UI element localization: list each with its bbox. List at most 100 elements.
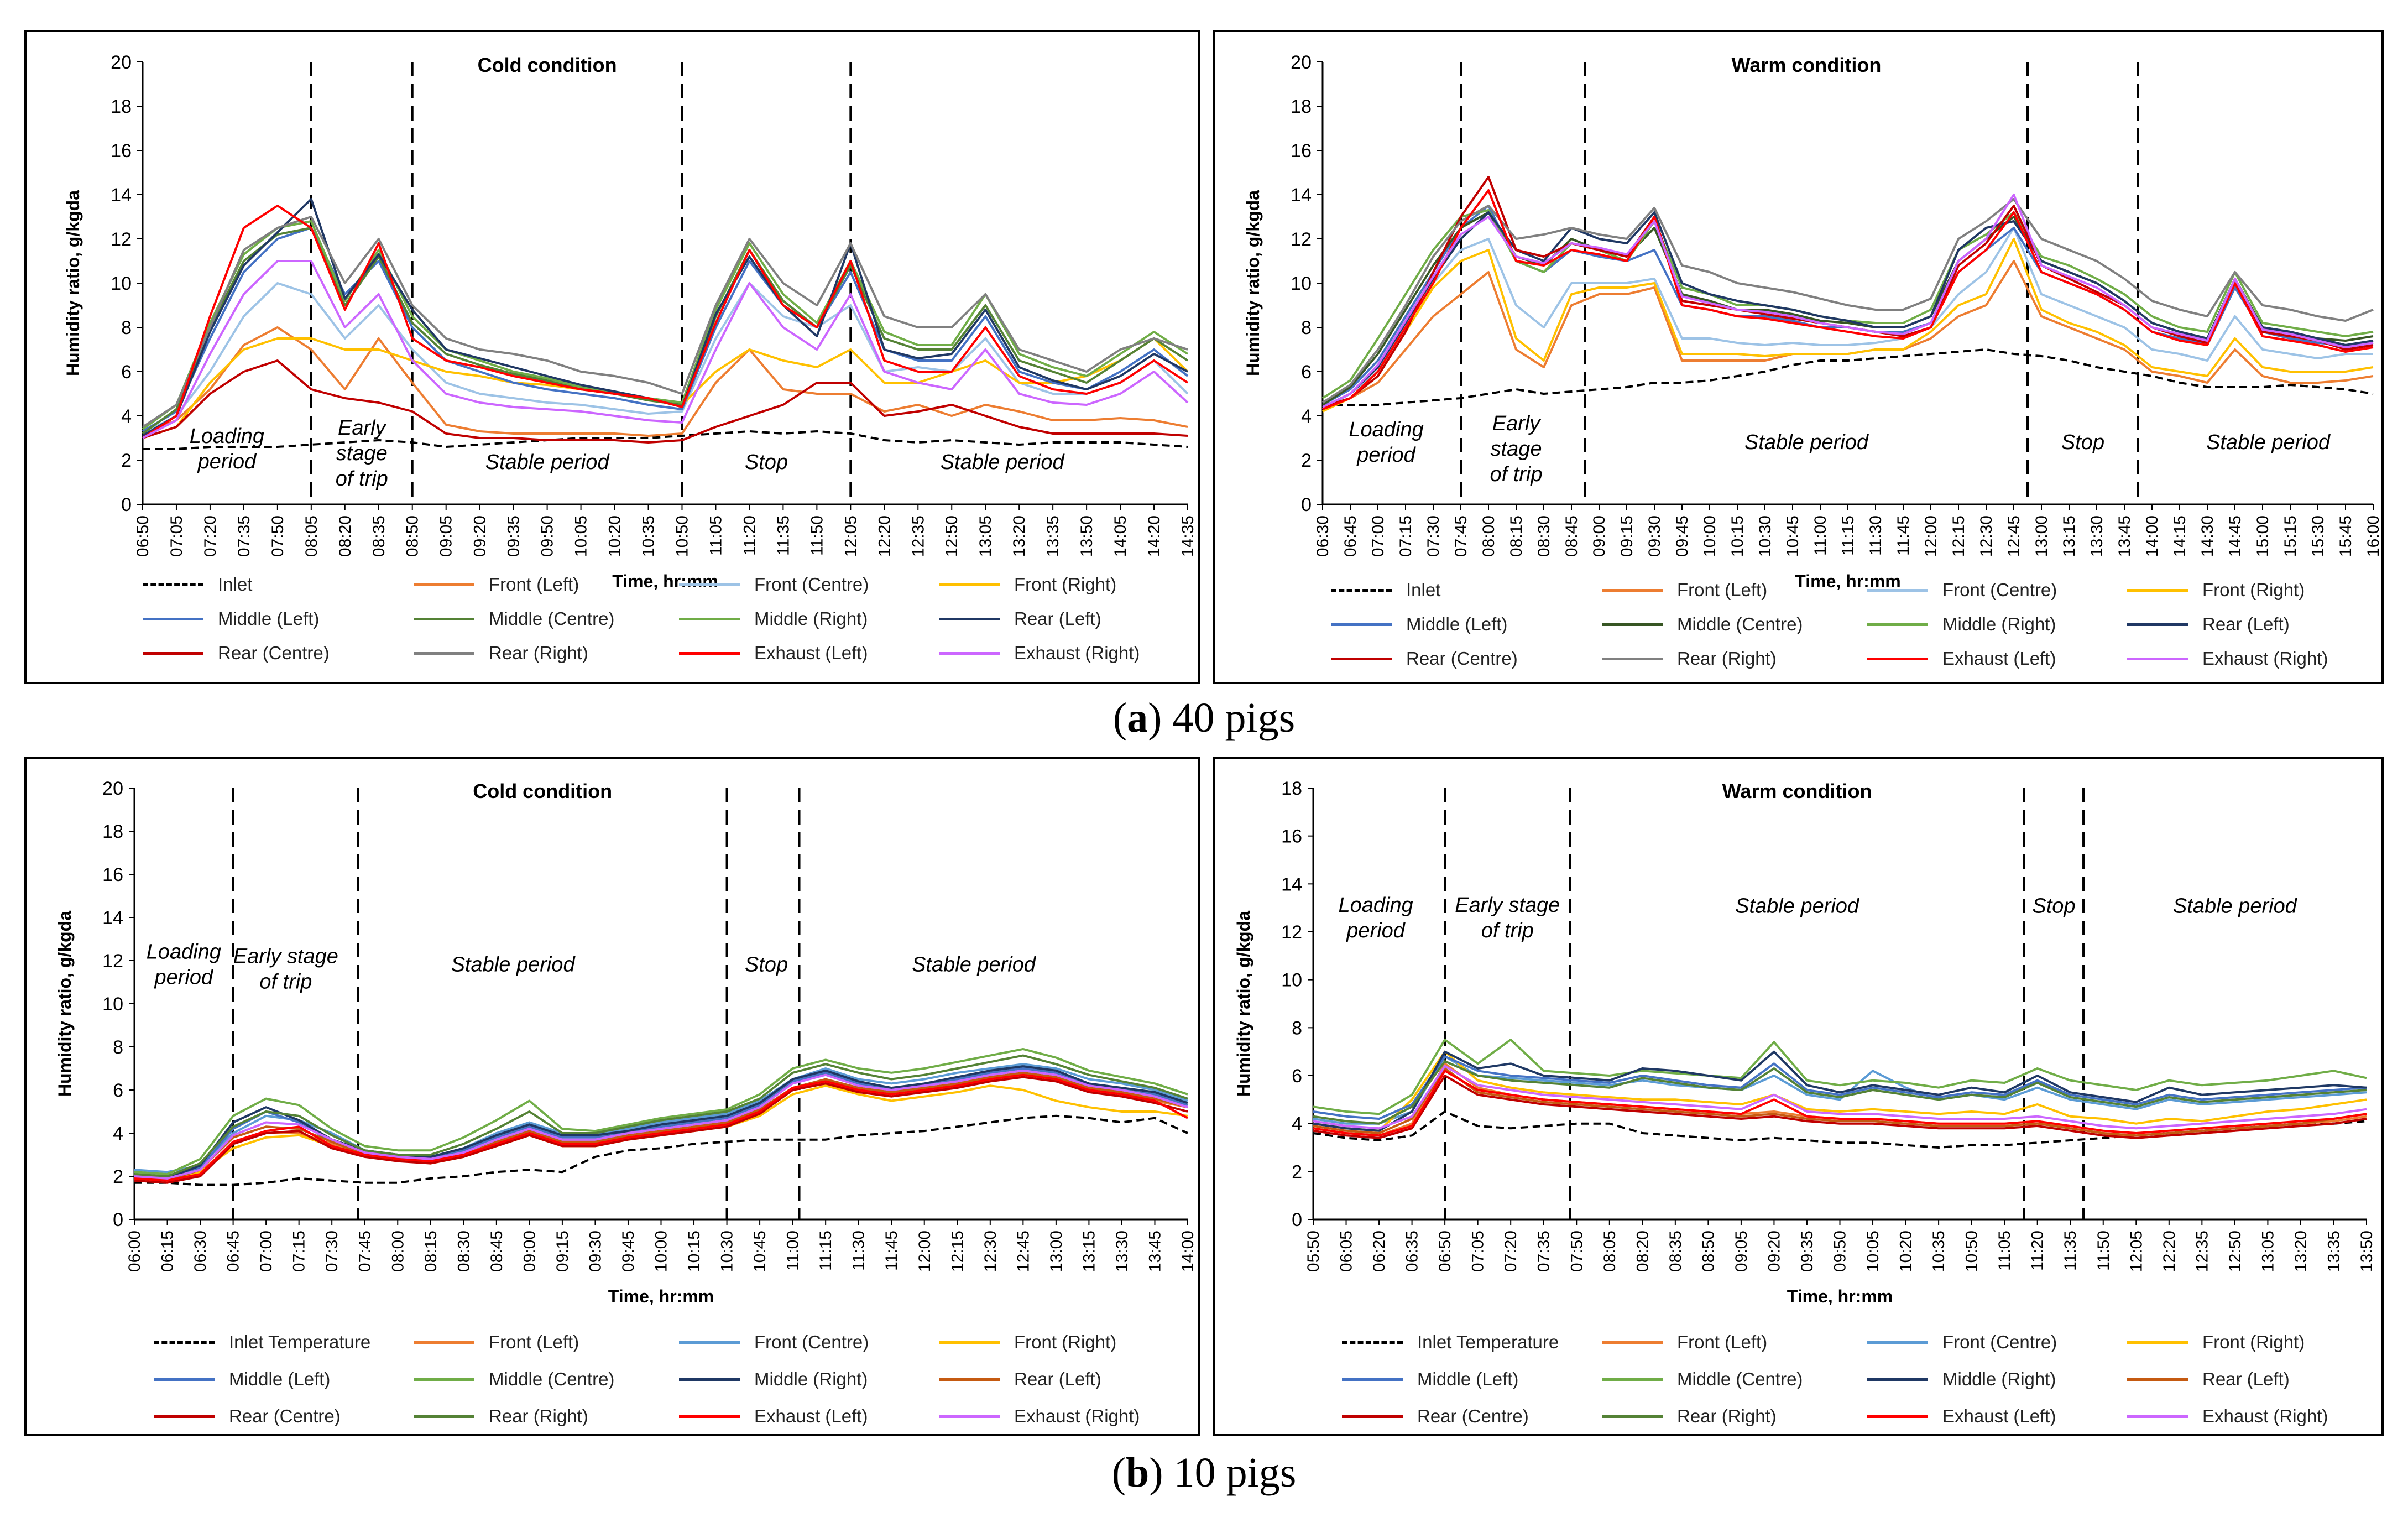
x-tick-label: 12:20 (875, 515, 894, 557)
legend-label: Front (Centre) (754, 574, 869, 594)
x-tick-label: 07:35 (1535, 1230, 1553, 1272)
x-tick-label: 13:50 (1078, 515, 1096, 557)
legend-label: Exhaust (Right) (2202, 1406, 2328, 1426)
x-tick-label: 07:30 (323, 1230, 341, 1272)
x-tick-label: 09:05 (437, 515, 456, 557)
x-tick-label: 13:15 (2060, 515, 2078, 557)
y-tick-label: 2 (113, 1166, 123, 1187)
legend-swatch (679, 1415, 740, 1418)
legend-item-middle-left: Middle (Left) (154, 1369, 330, 1390)
legend-label: Rear (Left) (2202, 614, 2290, 634)
x-tick-label: 08:35 (1667, 1230, 1685, 1272)
legend-swatch (154, 1341, 215, 1344)
phase-label: Stop (2032, 894, 2075, 917)
chart-svg-a-warm: 0 2 4 6 8 10 12 14 16 18 20 06:30 06:45 07:00 07:15 07:… (1243, 52, 2381, 591)
x-tick-label: 09:15 (1618, 515, 1636, 557)
legend-item-front-left: Front (Left) (1602, 580, 1767, 601)
legend-label: Rear (Centre) (218, 643, 330, 663)
phase-label: Early stage of trip (1455, 894, 1560, 942)
x-tick-label: 09:00 (1590, 515, 1608, 557)
legend-label: Middle (Centre) (1677, 1369, 1803, 1389)
legend-label: Middle (Right) (1942, 614, 2056, 634)
x-tick-label: 10:50 (1963, 1230, 1981, 1272)
x-tick-label: 11:05 (1996, 1230, 2014, 1271)
x-tick-label: 08:45 (488, 1230, 506, 1272)
x-tick-label: 07:15 (290, 1230, 309, 1272)
legend-item-rear-right: Rear (Right) (414, 643, 588, 664)
series-line-inlet (1323, 348, 2374, 406)
legend-item-rear-left: Rear (Left) (2127, 1369, 2290, 1390)
x-tick-label: 14:20 (1145, 515, 1163, 557)
series-line-exhaust-left (142, 205, 1189, 439)
series-line-front-right (1313, 1050, 2367, 1132)
x-tick-label: 12:35 (909, 515, 927, 557)
legend-label: Front (Right) (1014, 574, 1117, 594)
x-tick-label: 12:45 (1014, 1230, 1032, 1272)
x-tick-label: 06:35 (1403, 1230, 1422, 1272)
legend-swatch (1867, 588, 1928, 592)
phase-label: Stable period (485, 451, 610, 474)
x-tick-label: 07:45 (356, 1230, 374, 1272)
y-axis-label: Humidity ratio, g/kgda (1234, 911, 1253, 1097)
legend-swatch (1867, 1415, 1928, 1418)
x-tick-label: 11:30 (1867, 515, 1885, 556)
x-tick-label: 11:15 (817, 1230, 835, 1271)
x-tick-label: 06:05 (1338, 1230, 1356, 1272)
legend-swatch (1342, 1415, 1403, 1418)
legend-item-middle-centre: Middle (Centre) (1602, 614, 1803, 635)
legend-swatch (1602, 1341, 1663, 1344)
x-tick-label: 13:35 (1044, 515, 1062, 557)
legend-item-inlet: Inlet (143, 574, 252, 595)
series-line-exhaust-left (1322, 189, 2374, 410)
x-tick-label: 13:45 (2116, 515, 2134, 557)
legend-swatch (1342, 1341, 1403, 1344)
x-tick-label: 10:05 (572, 515, 591, 557)
y-tick-label: 18 (102, 821, 123, 842)
legend-item-rear-centre: Rear (Centre) (143, 643, 330, 664)
legend-item-inlet-temperature: Inlet Temperature (154, 1332, 370, 1353)
x-tick-label: 13:05 (976, 515, 995, 557)
x-tick-label: 08:30 (455, 1230, 473, 1272)
legend-item-rear-centre: Rear (Centre) (1342, 1406, 1529, 1427)
x-tick-label: 06:50 (134, 515, 152, 557)
x-tick-label: 09:00 (520, 1230, 539, 1272)
legend-item-rear-left: Rear (Left) (2127, 614, 2290, 635)
legend-item-exhaust-right: Exhaust (Right) (939, 1406, 1140, 1427)
chart-panel-b-warm: 0 2 4 6 8 10 12 14 16 18 05:50 06:05 06:20 06:35 06:50… (1213, 757, 2384, 1436)
y-tick-label: 12 (102, 951, 123, 972)
x-tick-label: 10:20 (1897, 1230, 1915, 1272)
x-tick-label: 12:05 (842, 515, 860, 557)
series-line-rear-right (142, 216, 1188, 428)
x-tick-label: 07:45 (1452, 515, 1470, 557)
x-axis-label: Time, hr:mm (612, 571, 718, 591)
x-tick-label: 09:35 (1798, 1230, 1816, 1272)
y-axis-label: Humidity ratio, g/kgda (1243, 190, 1263, 376)
y-tick-label: 6 (121, 362, 132, 383)
x-tick-label: 08:30 (1535, 515, 1553, 557)
x-tick-label: 07:30 (1424, 515, 1443, 557)
x-tick-label: 07:00 (257, 1230, 275, 1272)
x-tick-label: 08:00 (389, 1230, 407, 1272)
y-tick-label: 18 (111, 96, 132, 117)
x-tick-label: 12:30 (981, 1230, 1000, 1272)
x-tick-label: 11:00 (1811, 515, 1830, 556)
legend-swatch (939, 651, 1000, 655)
chart-panel-b-cold: 0 2 4 6 8 10 12 14 16 18 20 06:00 06:15 06:30 06:45 07:… (24, 757, 1200, 1436)
legend-item-exhaust-left: Exhaust (Left) (679, 1406, 868, 1427)
legend-item-exhaust-right: Exhaust (Right) (2127, 1406, 2328, 1427)
series-line-rear-centre (142, 359, 1188, 444)
legend-swatch (414, 1341, 474, 1344)
x-tick-label: 08:35 (370, 515, 388, 557)
series-line-rear-centre (134, 1076, 1188, 1184)
x-tick-label: 10:35 (1930, 1230, 1948, 1272)
series-line-inlet (143, 430, 1188, 450)
legend-swatch (679, 617, 740, 620)
legend-item-rear-right: Rear (Right) (414, 1406, 588, 1427)
chart-svg-a-cold: 0 2 4 6 8 10 12 14 16 18 20 06:50 07:05 07:20 07:35 07:… (63, 52, 1197, 591)
legend-item-front-left: Front (Left) (414, 1332, 579, 1353)
y-tick-label: 4 (1292, 1114, 1302, 1135)
legend-label: Front (Centre) (1942, 1332, 2057, 1352)
legend-swatch (414, 651, 474, 655)
legend-swatch (414, 583, 474, 586)
x-tick-label: 13:45 (1146, 1230, 1164, 1272)
